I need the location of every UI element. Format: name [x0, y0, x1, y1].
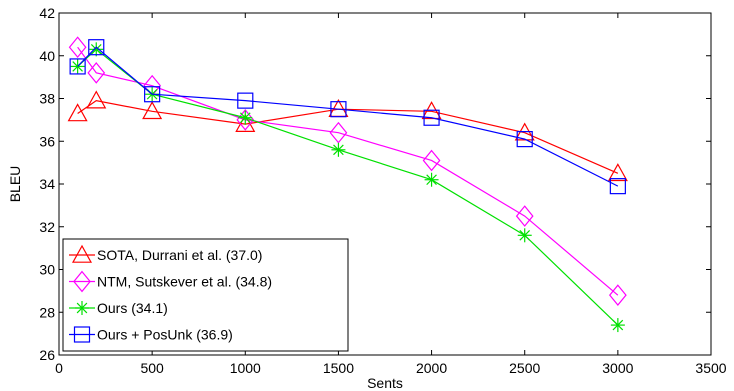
x-tick-label: 1500 [323, 360, 354, 376]
data-point-ours-posunk [69, 58, 86, 75]
data-point-ours-posunk [423, 109, 440, 126]
y-tick-label: 30 [39, 262, 55, 278]
axes: 0 500 1000 1500 2000 2500 3000 3500 26 28 30 32 34 36… [39, 5, 726, 376]
data-point-sota [235, 113, 256, 132]
y-tick-label: 42 [39, 5, 55, 21]
y-tick-label: 36 [39, 133, 55, 149]
legend-label-ntm: NTM, Sutskever et al. (34.8) [97, 274, 272, 290]
legend-label-ours: Ours (34.1) [97, 300, 168, 316]
series-line-sota [77, 100, 619, 174]
x-tick-label: 500 [140, 360, 164, 376]
data-point-sota [607, 163, 628, 182]
y-axis-label: BLEU [7, 166, 23, 203]
series-line-ours [77, 48, 619, 326]
x-axis-label: Sents [367, 375, 403, 391]
legend-marker-ours [75, 301, 89, 315]
data-point-ours [238, 110, 253, 125]
x-tick-label: 2500 [509, 360, 540, 376]
x-tick-label: 3500 [695, 360, 726, 376]
data-point-ours [517, 228, 532, 243]
legend-marker-ntm [73, 270, 91, 293]
series-line-ntm [77, 46, 619, 296]
data-point-ours [331, 142, 346, 157]
series-line-ours-posunk [77, 46, 619, 187]
y-tick-label: 26 [39, 347, 55, 363]
legend-item-sota: SOTA, Durrani et al. (37.0) [69, 244, 262, 263]
data-point-ours-posunk [237, 92, 254, 109]
legend-item-ours: Ours (34.1) [69, 300, 168, 316]
y-tick-label: 40 [39, 48, 55, 64]
data-point-ours [424, 172, 439, 187]
data-point-sota [86, 90, 107, 109]
legend-item-ours-posunk: Ours + PosUnk (36.9) [69, 326, 233, 343]
data-point-ours [89, 42, 104, 57]
y-tick-label: 34 [39, 176, 55, 192]
y-tick-label: 32 [39, 219, 55, 235]
legend-item-ntm: NTM, Sutskever et al. (34.8) [69, 270, 272, 293]
legend-box [62, 238, 349, 352]
legend-label-sota: SOTA, Durrani et al. (37.0) [97, 247, 262, 263]
data-point-ntm [87, 62, 106, 84]
data-point-ours-posunk [609, 178, 626, 195]
data-point-ntm [515, 205, 534, 227]
data-point-ours-posunk [330, 101, 347, 118]
data-point-sota [67, 103, 88, 122]
data-point-ours-posunk [88, 39, 105, 56]
series-ours-posunk [69, 39, 626, 195]
data-point-ntm [608, 284, 627, 306]
x-tick-label: 1000 [230, 360, 261, 376]
data-point-ntm [329, 121, 348, 144]
legend-marker-ours-posunk [73, 326, 91, 343]
legend-marker-sota [71, 244, 93, 263]
data-point-ours [610, 318, 625, 333]
y-tick-label: 28 [39, 304, 55, 320]
series-layer [67, 36, 628, 333]
x-tick-label: 2000 [416, 360, 447, 376]
data-point-ours-posunk [144, 86, 161, 103]
legend-label-ours-posunk: Ours + PosUnk (36.9) [97, 327, 233, 343]
x-tick-label: 3000 [602, 360, 633, 376]
y-tick-label: 38 [39, 91, 55, 107]
series-ntm [68, 36, 627, 306]
data-point-ntm [68, 36, 87, 59]
data-point-ntm [422, 149, 441, 172]
x-tick-label: 0 [55, 360, 63, 376]
legend: SOTA, Durrani et al. (37.0) NTM, Sutskeve… [62, 238, 349, 352]
data-point-ours-posunk [516, 131, 533, 148]
data-point-sota [142, 101, 163, 120]
